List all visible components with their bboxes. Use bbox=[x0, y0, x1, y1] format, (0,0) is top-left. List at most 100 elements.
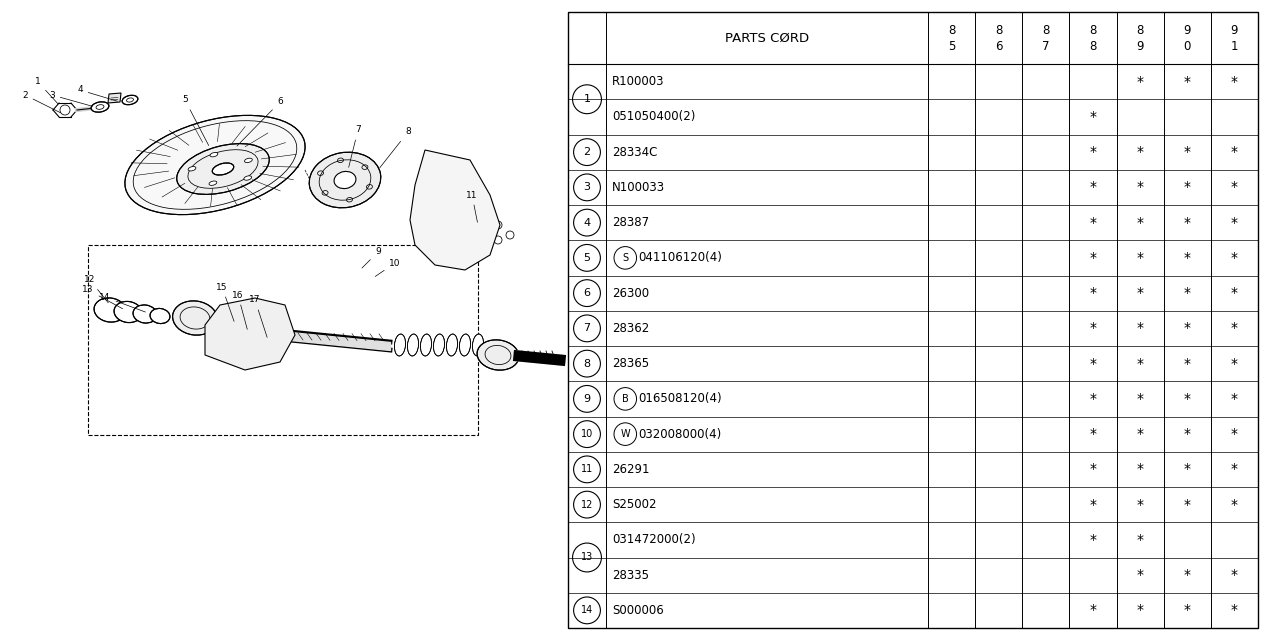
Text: 2: 2 bbox=[584, 147, 590, 157]
Circle shape bbox=[228, 345, 238, 355]
Text: 11: 11 bbox=[466, 191, 477, 222]
Text: *: * bbox=[1231, 251, 1238, 265]
Text: 28365: 28365 bbox=[612, 357, 649, 370]
Text: 14: 14 bbox=[581, 605, 593, 616]
Ellipse shape bbox=[133, 305, 157, 323]
Text: 28334C: 28334C bbox=[612, 146, 658, 159]
Ellipse shape bbox=[310, 152, 380, 208]
Text: 10: 10 bbox=[581, 429, 593, 439]
Text: 7: 7 bbox=[584, 323, 590, 333]
Polygon shape bbox=[205, 298, 294, 370]
Text: *: * bbox=[1231, 498, 1238, 511]
Ellipse shape bbox=[173, 301, 218, 335]
Text: *: * bbox=[1089, 427, 1097, 441]
Text: *: * bbox=[1231, 180, 1238, 195]
Text: *: * bbox=[1184, 251, 1190, 265]
Text: 8: 8 bbox=[1089, 24, 1097, 36]
Text: *: * bbox=[1137, 533, 1143, 547]
Text: *: * bbox=[1231, 286, 1238, 300]
Text: 15: 15 bbox=[216, 282, 234, 321]
Text: 11: 11 bbox=[581, 465, 593, 474]
Ellipse shape bbox=[210, 152, 218, 157]
Ellipse shape bbox=[244, 176, 252, 180]
Text: 8: 8 bbox=[584, 358, 590, 369]
Text: *: * bbox=[1184, 145, 1190, 159]
Text: *: * bbox=[1089, 498, 1097, 511]
Text: *: * bbox=[1184, 356, 1190, 371]
Text: *: * bbox=[1089, 180, 1097, 195]
Bar bbox=[568, 12, 1258, 628]
Ellipse shape bbox=[460, 334, 471, 356]
Text: 13: 13 bbox=[82, 285, 123, 308]
Text: *: * bbox=[1231, 427, 1238, 441]
Ellipse shape bbox=[212, 163, 234, 175]
Text: 7: 7 bbox=[348, 125, 361, 167]
Text: 016508120(4): 016508120(4) bbox=[639, 392, 722, 405]
Text: 26291: 26291 bbox=[612, 463, 649, 476]
Text: 8: 8 bbox=[995, 24, 1002, 36]
Text: N100033: N100033 bbox=[612, 181, 666, 194]
Text: *: * bbox=[1231, 75, 1238, 88]
Text: *: * bbox=[1184, 604, 1190, 618]
Text: 6: 6 bbox=[237, 97, 283, 146]
Text: *: * bbox=[1184, 180, 1190, 195]
Text: 2: 2 bbox=[22, 90, 60, 113]
Ellipse shape bbox=[93, 298, 125, 322]
Ellipse shape bbox=[91, 102, 109, 112]
Text: 9: 9 bbox=[1137, 40, 1144, 52]
Text: 6: 6 bbox=[995, 40, 1002, 52]
Text: *: * bbox=[1231, 604, 1238, 618]
Ellipse shape bbox=[188, 166, 196, 171]
Text: *: * bbox=[1231, 462, 1238, 476]
Polygon shape bbox=[108, 93, 122, 103]
Text: *: * bbox=[1089, 251, 1097, 265]
Text: *: * bbox=[1184, 75, 1190, 88]
Text: *: * bbox=[1231, 216, 1238, 230]
Text: *: * bbox=[1137, 321, 1143, 335]
Text: *: * bbox=[1184, 427, 1190, 441]
Text: 12: 12 bbox=[581, 500, 593, 509]
Text: *: * bbox=[1184, 568, 1190, 582]
Text: S: S bbox=[622, 253, 628, 263]
Text: 4: 4 bbox=[77, 86, 118, 101]
Text: *: * bbox=[1184, 286, 1190, 300]
Text: *: * bbox=[1231, 356, 1238, 371]
Text: *: * bbox=[1089, 356, 1097, 371]
Text: 041106120(4): 041106120(4) bbox=[639, 252, 722, 264]
Ellipse shape bbox=[114, 301, 142, 323]
Ellipse shape bbox=[150, 308, 170, 324]
Text: *: * bbox=[1137, 498, 1143, 511]
Text: 26300: 26300 bbox=[612, 287, 649, 300]
Text: 16: 16 bbox=[232, 291, 247, 330]
Ellipse shape bbox=[434, 334, 444, 356]
Text: *: * bbox=[1089, 604, 1097, 618]
Text: 1: 1 bbox=[584, 94, 590, 104]
Text: *: * bbox=[1089, 216, 1097, 230]
Text: *: * bbox=[1137, 568, 1143, 582]
Text: 3: 3 bbox=[49, 90, 92, 106]
Text: *: * bbox=[1137, 180, 1143, 195]
Ellipse shape bbox=[420, 334, 431, 356]
Polygon shape bbox=[410, 150, 500, 270]
Text: 8: 8 bbox=[948, 24, 955, 36]
Text: 031472000(2): 031472000(2) bbox=[612, 533, 695, 547]
Text: *: * bbox=[1137, 251, 1143, 265]
Ellipse shape bbox=[407, 334, 419, 356]
Text: 9: 9 bbox=[1230, 24, 1238, 36]
Text: S25002: S25002 bbox=[612, 498, 657, 511]
Text: *: * bbox=[1089, 286, 1097, 300]
Circle shape bbox=[429, 225, 439, 234]
Circle shape bbox=[230, 305, 241, 316]
Ellipse shape bbox=[394, 334, 406, 356]
Text: *: * bbox=[1137, 286, 1143, 300]
Text: 9: 9 bbox=[1184, 24, 1190, 36]
Text: *: * bbox=[1184, 462, 1190, 476]
Text: *: * bbox=[1184, 498, 1190, 511]
Text: 9: 9 bbox=[362, 248, 381, 268]
Text: *: * bbox=[1089, 392, 1097, 406]
Text: *: * bbox=[1184, 321, 1190, 335]
Text: *: * bbox=[1184, 216, 1190, 230]
Text: *: * bbox=[1089, 462, 1097, 476]
Text: *: * bbox=[1137, 75, 1143, 88]
Bar bbox=[88, 245, 477, 435]
